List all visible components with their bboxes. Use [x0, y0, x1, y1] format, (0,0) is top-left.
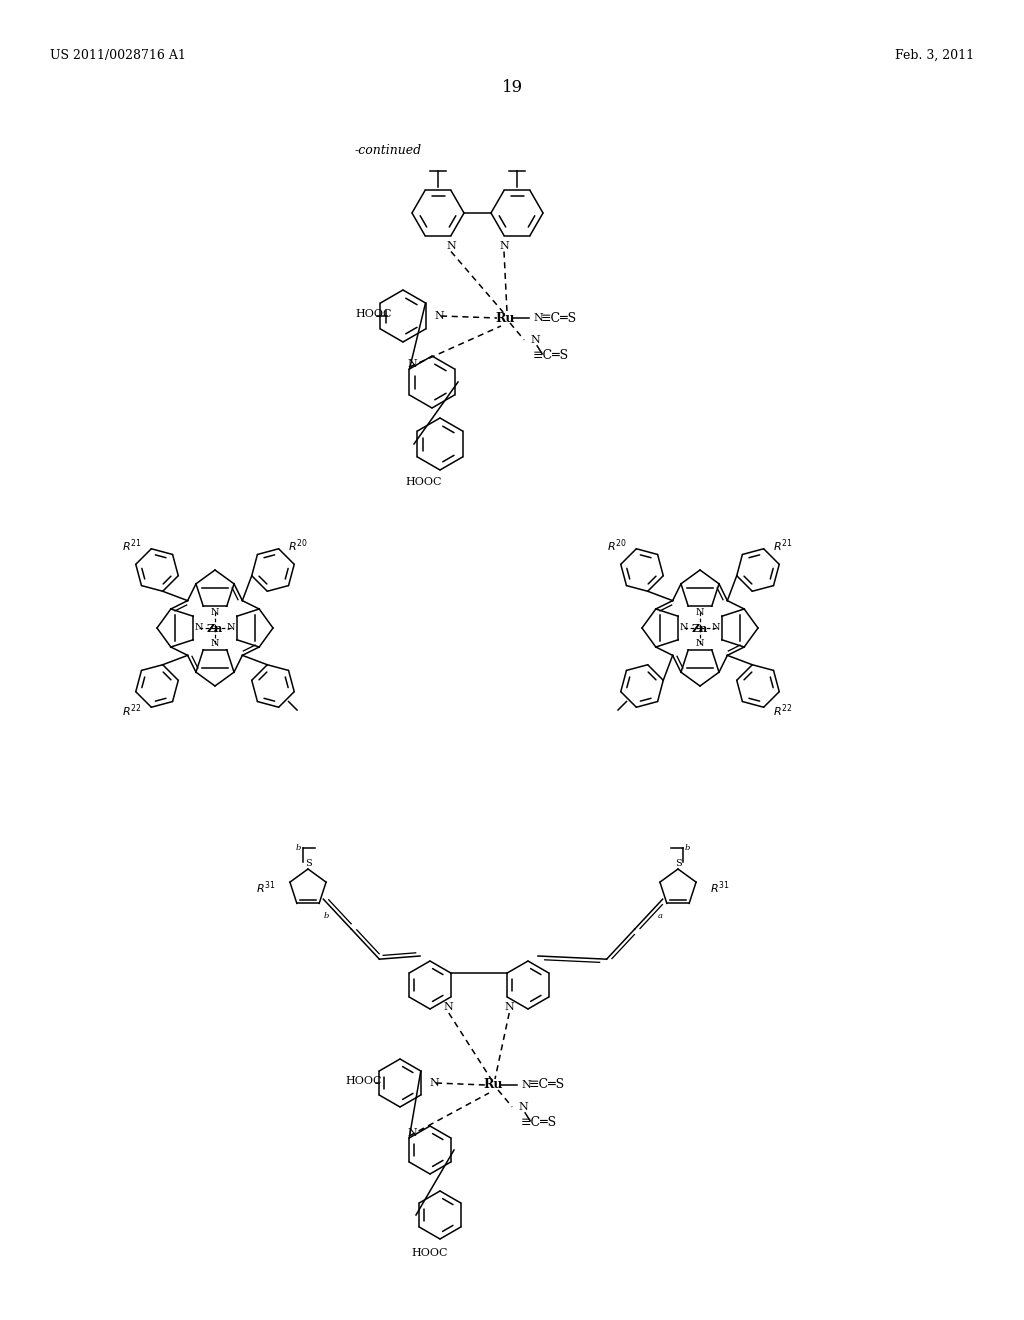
Text: N: N — [226, 623, 236, 632]
Text: N: N — [195, 623, 204, 632]
Text: HOOC: HOOC — [412, 1247, 449, 1258]
Text: ≡C═S: ≡C═S — [541, 312, 578, 325]
Text: $R^{20}$: $R^{20}$ — [288, 537, 307, 553]
Text: HOOC: HOOC — [345, 1076, 382, 1086]
Text: b: b — [324, 912, 329, 920]
Text: US 2011/0028716 A1: US 2011/0028716 A1 — [50, 49, 186, 62]
Text: ≡C═S: ≡C═S — [521, 1117, 557, 1130]
Text: N: N — [444, 1002, 454, 1012]
Text: $R^{21}$: $R^{21}$ — [123, 537, 142, 553]
Text: N: N — [534, 313, 543, 323]
Text: N: N — [695, 639, 705, 648]
Text: N: N — [211, 607, 219, 616]
Text: $R^{21}$: $R^{21}$ — [773, 537, 793, 553]
Text: N: N — [712, 623, 720, 632]
Text: 19: 19 — [502, 79, 522, 96]
Text: b: b — [685, 843, 690, 851]
Text: N: N — [408, 1129, 417, 1138]
Text: $R^{31}$: $R^{31}$ — [256, 879, 276, 896]
Text: $R^{20}$: $R^{20}$ — [607, 537, 627, 553]
Text: N: N — [434, 312, 443, 321]
Text: Zn: Zn — [692, 623, 709, 634]
Text: Zn: Zn — [207, 623, 223, 634]
Text: N: N — [521, 1080, 530, 1090]
Text: $R^{22}$: $R^{22}$ — [123, 702, 142, 719]
Text: N: N — [499, 240, 509, 251]
Text: Ru: Ru — [483, 1078, 503, 1092]
Text: N: N — [695, 607, 705, 616]
Text: -continued: -continued — [354, 144, 422, 157]
Text: Ru: Ru — [496, 312, 515, 325]
Text: N: N — [518, 1102, 528, 1111]
Text: HOOC: HOOC — [355, 309, 391, 319]
Text: N: N — [408, 359, 418, 370]
Text: $R^{31}$: $R^{31}$ — [710, 879, 730, 896]
Text: S: S — [675, 859, 681, 869]
Text: Feb. 3, 2011: Feb. 3, 2011 — [895, 49, 974, 62]
Text: ≡C═S: ≡C═S — [534, 350, 569, 363]
Text: $R^{22}$: $R^{22}$ — [773, 702, 793, 719]
Text: N: N — [530, 335, 540, 345]
Text: HOOC: HOOC — [406, 477, 442, 487]
Text: ≡C═S: ≡C═S — [529, 1078, 565, 1092]
Text: S: S — [304, 859, 311, 869]
Text: N: N — [680, 623, 688, 632]
Text: N: N — [211, 639, 219, 648]
Text: N: N — [505, 1002, 514, 1012]
Text: N: N — [446, 240, 456, 251]
Text: a: a — [657, 912, 663, 920]
Text: b: b — [296, 843, 301, 851]
Text: N: N — [429, 1078, 438, 1088]
